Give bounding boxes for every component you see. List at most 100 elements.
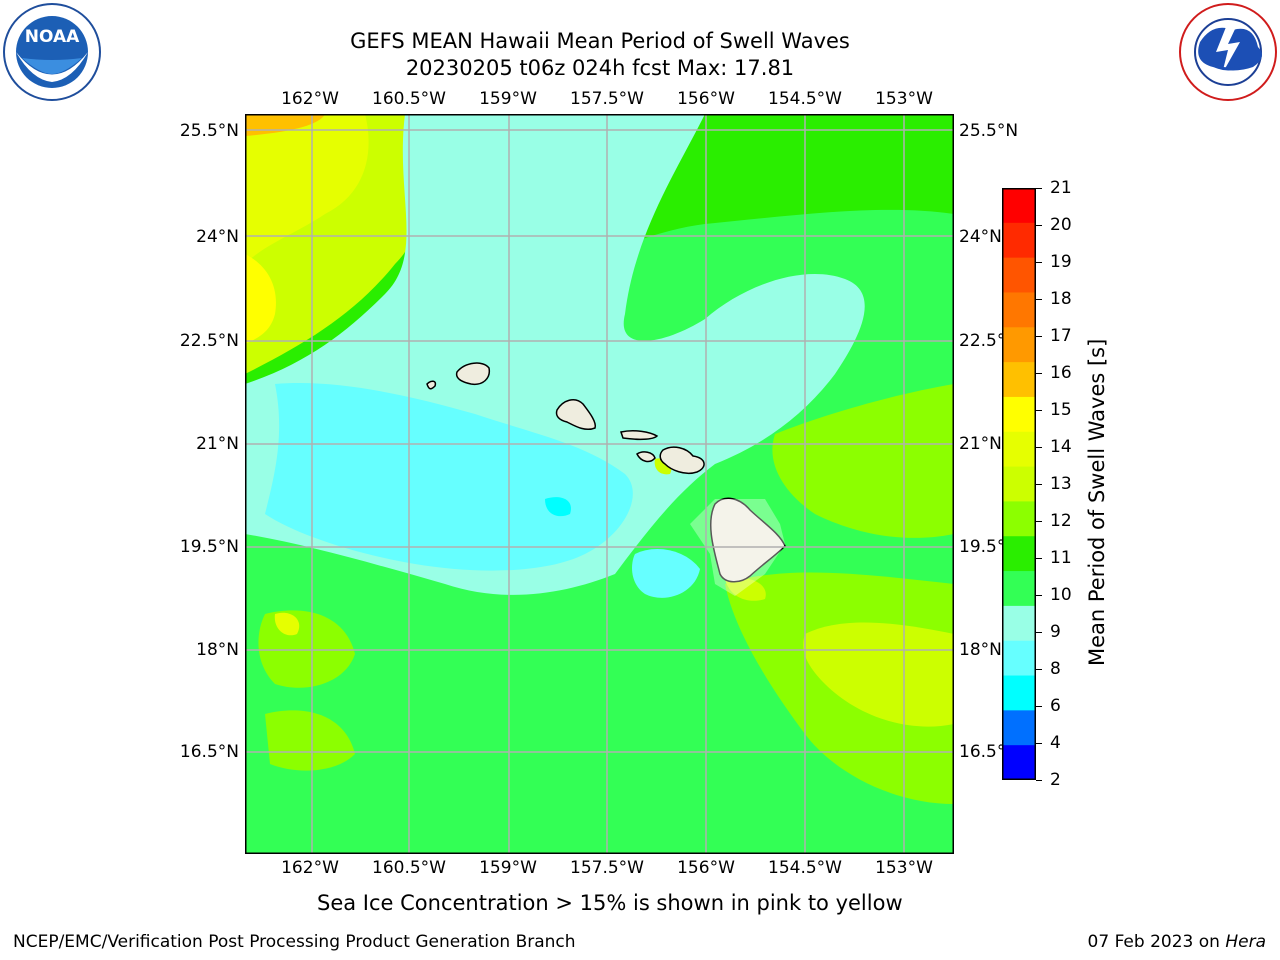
lon-tick-top: 159°W <box>479 89 537 109</box>
colorbar-swatch <box>1002 292 1036 328</box>
colorbar-tick-mark <box>1036 410 1042 411</box>
colorbar-swatch <box>1002 257 1036 293</box>
map-title: GEFS MEAN Hawaii Mean Period of Swell Wa… <box>350 29 850 53</box>
colorbar-tick: 4 <box>1050 733 1061 753</box>
colorbar-swatch <box>1002 605 1036 642</box>
noaa-logo-text: NOAA <box>25 27 80 47</box>
graticule <box>245 114 954 854</box>
lon-tick-top: 160.5°W <box>372 89 446 109</box>
colorbar-swatch <box>1002 675 1036 711</box>
colorbar-swatch <box>1002 396 1036 433</box>
colorbar-tick-mark <box>1036 632 1042 633</box>
colorbar-tick: 13 <box>1050 474 1072 494</box>
lon-tick-top: 154.5°W <box>768 89 842 109</box>
lat-tick-left: 18°N <box>196 640 239 660</box>
colorbar-label: Mean Period of Swell Waves [s] <box>1085 338 1109 666</box>
island-kauai <box>455 362 491 386</box>
field-se-13-14s <box>803 622 954 727</box>
island-maui <box>659 446 705 475</box>
lat-tick-right: 21°N <box>959 434 1002 454</box>
field-nw-14-15s <box>245 254 276 344</box>
colorbar-tick-mark <box>1036 262 1042 263</box>
colorbar-tick: 18 <box>1050 289 1072 309</box>
colorbar-tick-mark <box>1036 706 1042 707</box>
field-east-12-13s <box>772 384 954 538</box>
lon-tick-top: 156°W <box>677 89 735 109</box>
footer-machine: Hera <box>1225 932 1266 952</box>
colorbar-tick-mark <box>1036 743 1042 744</box>
lon-tick-bottom: 156°W <box>677 858 735 878</box>
colorbar-tick-mark <box>1036 595 1042 596</box>
island-niihau <box>426 380 437 390</box>
colorbar-swatch <box>1002 222 1036 259</box>
colorbar-tick-mark <box>1036 669 1042 670</box>
lon-tick-top: 153°W <box>875 89 933 109</box>
colorbar-tick: 19 <box>1050 252 1072 272</box>
noaa-logo-icon: NOAA <box>2 2 102 102</box>
sea-ice-note: Sea Ice Concentration > 15% is shown in … <box>317 891 903 915</box>
colorbar-swatch <box>1002 571 1036 607</box>
island-molokai <box>620 430 659 441</box>
colorbar-swatch <box>1002 327 1036 363</box>
lat-tick-right: 18°N <box>959 640 1002 660</box>
colorbar-swatch <box>1002 745 1036 780</box>
colorbar-tick-mark <box>1036 558 1042 559</box>
island-oahu <box>555 399 597 431</box>
colorbar-tick: 6 <box>1050 696 1061 716</box>
colorbar-swatch <box>1002 188 1036 224</box>
swell-period-map <box>245 114 954 854</box>
colorbar-swatch <box>1002 640 1036 677</box>
colorbar-tick: 15 <box>1050 400 1072 420</box>
colorbar <box>1002 188 1036 780</box>
colorbar-tick-mark <box>1036 373 1042 374</box>
field-sw-13-14s <box>274 612 300 636</box>
map-subtitle: 20230205 t06z 024h fcst Max: 17.81 <box>405 56 795 80</box>
island-lanai <box>636 451 656 463</box>
lon-tick-bottom: 160.5°W <box>372 858 446 878</box>
colorbar-tick-mark <box>1036 299 1042 300</box>
lat-tick-right: 24°N <box>959 227 1002 247</box>
colorbar-swatch <box>1002 466 1036 502</box>
colorbar-tick-mark <box>1036 447 1042 448</box>
footer-date: 07 Feb 2023 on Hera <box>1088 932 1266 952</box>
lat-tick-left: 16.5°N <box>179 742 239 762</box>
nws-logo-icon <box>1178 2 1278 102</box>
lon-tick-bottom: 159°W <box>479 858 537 878</box>
field-lee-13-14s <box>725 577 766 601</box>
colorbar-tick-mark <box>1036 780 1042 781</box>
field-sw2-12-13s <box>265 710 355 771</box>
lon-tick-bottom: 162°W <box>281 858 339 878</box>
colorbar-tick: 9 <box>1050 622 1061 642</box>
colorbar-tick-mark <box>1036 225 1042 226</box>
colorbar-tick-mark <box>1036 521 1042 522</box>
colorbar-tick: 10 <box>1050 585 1072 605</box>
colorbar-swatch <box>1002 501 1036 537</box>
footer-credit: NCEP/EMC/Verification Post Processing Pr… <box>13 932 576 952</box>
lat-tick-left: 24°N <box>196 227 239 247</box>
colorbar-tick: 21 <box>1050 178 1072 198</box>
lat-tick-left: 25.5°N <box>179 121 239 141</box>
island-hawaii <box>709 497 786 583</box>
colorbar-swatch <box>1002 710 1036 746</box>
colorbar-swatch <box>1002 536 1036 572</box>
colorbar-tick-mark <box>1036 484 1042 485</box>
field-8-9s-lobe <box>632 549 700 598</box>
colorbar-tick: 16 <box>1050 363 1072 383</box>
lon-tick-bottom: 153°W <box>875 858 933 878</box>
lat-tick-left: 21°N <box>196 434 239 454</box>
colorbar-tick: 2 <box>1050 770 1061 790</box>
colorbar-swatch <box>1002 362 1036 398</box>
lat-tick-left: 19.5°N <box>179 537 239 557</box>
colorbar-tick: 12 <box>1050 511 1072 531</box>
colorbar-tick-mark <box>1036 336 1042 337</box>
lon-tick-top: 157.5°W <box>570 89 644 109</box>
field-8-9s-band <box>265 383 633 571</box>
field-nw-13-14s <box>245 114 369 264</box>
colorbar-tick: 17 <box>1050 326 1072 346</box>
lon-tick-top: 162°W <box>281 89 339 109</box>
field-6-8s-patch <box>545 497 571 517</box>
colorbar-tick: 14 <box>1050 437 1072 457</box>
map-frame <box>245 114 954 854</box>
colorbar-tick: 11 <box>1050 548 1072 568</box>
lon-tick-bottom: 154.5°W <box>768 858 842 878</box>
